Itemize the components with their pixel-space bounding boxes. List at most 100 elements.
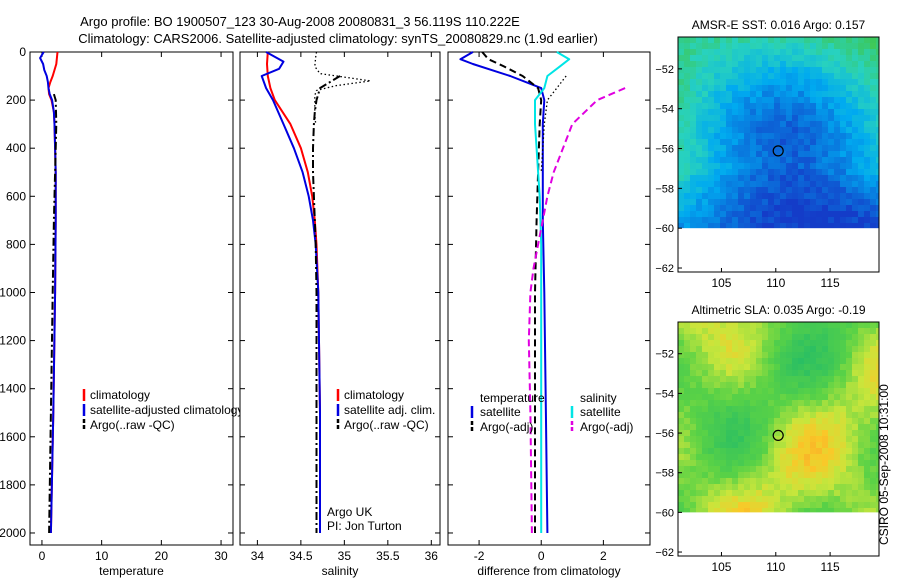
map-cell bbox=[816, 79, 822, 86]
map-cell bbox=[852, 43, 858, 50]
map-cell bbox=[738, 448, 744, 455]
map-cell bbox=[852, 139, 858, 146]
map-cell bbox=[762, 406, 768, 413]
x-tick-label: -2 bbox=[474, 549, 485, 563]
map-cell bbox=[690, 43, 696, 50]
map-cell bbox=[846, 73, 852, 80]
map-cell bbox=[750, 382, 756, 389]
map-cell bbox=[720, 217, 726, 224]
map-cell bbox=[744, 508, 750, 513]
map-cell bbox=[690, 97, 696, 104]
map-cell bbox=[690, 151, 696, 158]
map-cell bbox=[768, 37, 774, 44]
map-cell bbox=[780, 49, 786, 56]
series-line-argo-raw-qc- bbox=[312, 75, 341, 533]
map-cell bbox=[714, 97, 720, 104]
map-cell bbox=[720, 223, 726, 229]
map-cell bbox=[774, 418, 780, 425]
map-cell bbox=[834, 187, 840, 194]
map-cell bbox=[768, 430, 774, 437]
map-cell bbox=[792, 328, 798, 335]
map-cell bbox=[714, 466, 720, 473]
map-cell bbox=[876, 334, 879, 341]
map-cell bbox=[714, 139, 720, 146]
map-cell bbox=[678, 358, 684, 365]
map-cell bbox=[786, 382, 792, 389]
map-cell bbox=[792, 376, 798, 383]
map-cell bbox=[762, 193, 768, 200]
legend-column-title: salinity bbox=[580, 391, 617, 405]
map-cell bbox=[828, 340, 834, 347]
map-cell bbox=[708, 85, 714, 92]
map-cell bbox=[744, 181, 750, 188]
map-cell bbox=[870, 127, 876, 134]
map-cell bbox=[786, 109, 792, 116]
map-cell bbox=[750, 103, 756, 110]
map-cell bbox=[684, 151, 690, 158]
map-cell bbox=[750, 490, 756, 497]
x-tick-label: 20 bbox=[155, 549, 169, 563]
map-cell bbox=[864, 151, 870, 158]
map-cell bbox=[834, 424, 840, 431]
map-cell bbox=[702, 91, 708, 98]
map-cell bbox=[726, 322, 732, 329]
argo-location-marker bbox=[772, 145, 784, 157]
map-cell bbox=[828, 502, 834, 509]
map-cell bbox=[816, 490, 822, 497]
map-cell bbox=[708, 370, 714, 377]
map-cell bbox=[708, 73, 714, 80]
map-cell bbox=[816, 400, 822, 407]
map-cell bbox=[702, 502, 708, 509]
map-cell bbox=[870, 193, 876, 200]
map-cell bbox=[768, 211, 774, 218]
map-cell bbox=[852, 502, 858, 509]
map-cell bbox=[780, 358, 786, 365]
map-cell bbox=[726, 139, 732, 146]
map-cell bbox=[684, 406, 690, 413]
map-cell bbox=[744, 358, 750, 365]
map-cell bbox=[684, 376, 690, 383]
map-cell bbox=[780, 91, 786, 98]
map-cell bbox=[822, 157, 828, 164]
map-cell bbox=[744, 37, 750, 44]
map-cell bbox=[744, 175, 750, 182]
map-cell bbox=[816, 97, 822, 104]
map-cell bbox=[756, 175, 762, 182]
map-cell bbox=[792, 109, 798, 116]
map-cell bbox=[870, 169, 876, 176]
map-cell bbox=[852, 205, 858, 212]
map-cell bbox=[750, 157, 756, 164]
map-cell bbox=[750, 496, 756, 503]
map-cell bbox=[816, 217, 822, 224]
map-cell bbox=[810, 97, 816, 104]
map-cell bbox=[732, 223, 738, 229]
map-cell bbox=[678, 448, 684, 455]
map-cell bbox=[726, 121, 732, 128]
map-cell bbox=[726, 466, 732, 473]
map-cell bbox=[822, 91, 828, 98]
map-cell bbox=[762, 199, 768, 206]
map-cell bbox=[720, 151, 726, 158]
map-cell bbox=[804, 43, 810, 50]
map-cell bbox=[696, 91, 702, 98]
map-cell bbox=[864, 181, 870, 188]
map-cell bbox=[876, 163, 879, 170]
map-cell bbox=[780, 388, 786, 395]
map-cell bbox=[708, 97, 714, 104]
map-cell bbox=[732, 364, 738, 371]
map-cell bbox=[804, 55, 810, 62]
map-cell bbox=[690, 37, 696, 44]
map-cell bbox=[768, 175, 774, 182]
map-cell bbox=[804, 436, 810, 443]
map-cell bbox=[690, 49, 696, 56]
map-cell bbox=[864, 115, 870, 122]
map-cell bbox=[822, 151, 828, 158]
map-cell bbox=[870, 412, 876, 419]
map-cell bbox=[714, 109, 720, 116]
map-cell bbox=[798, 346, 804, 353]
map-cell bbox=[858, 448, 864, 455]
map-cell bbox=[846, 97, 852, 104]
map-cell bbox=[828, 472, 834, 479]
map-cell bbox=[744, 193, 750, 200]
map-cell bbox=[840, 442, 846, 449]
